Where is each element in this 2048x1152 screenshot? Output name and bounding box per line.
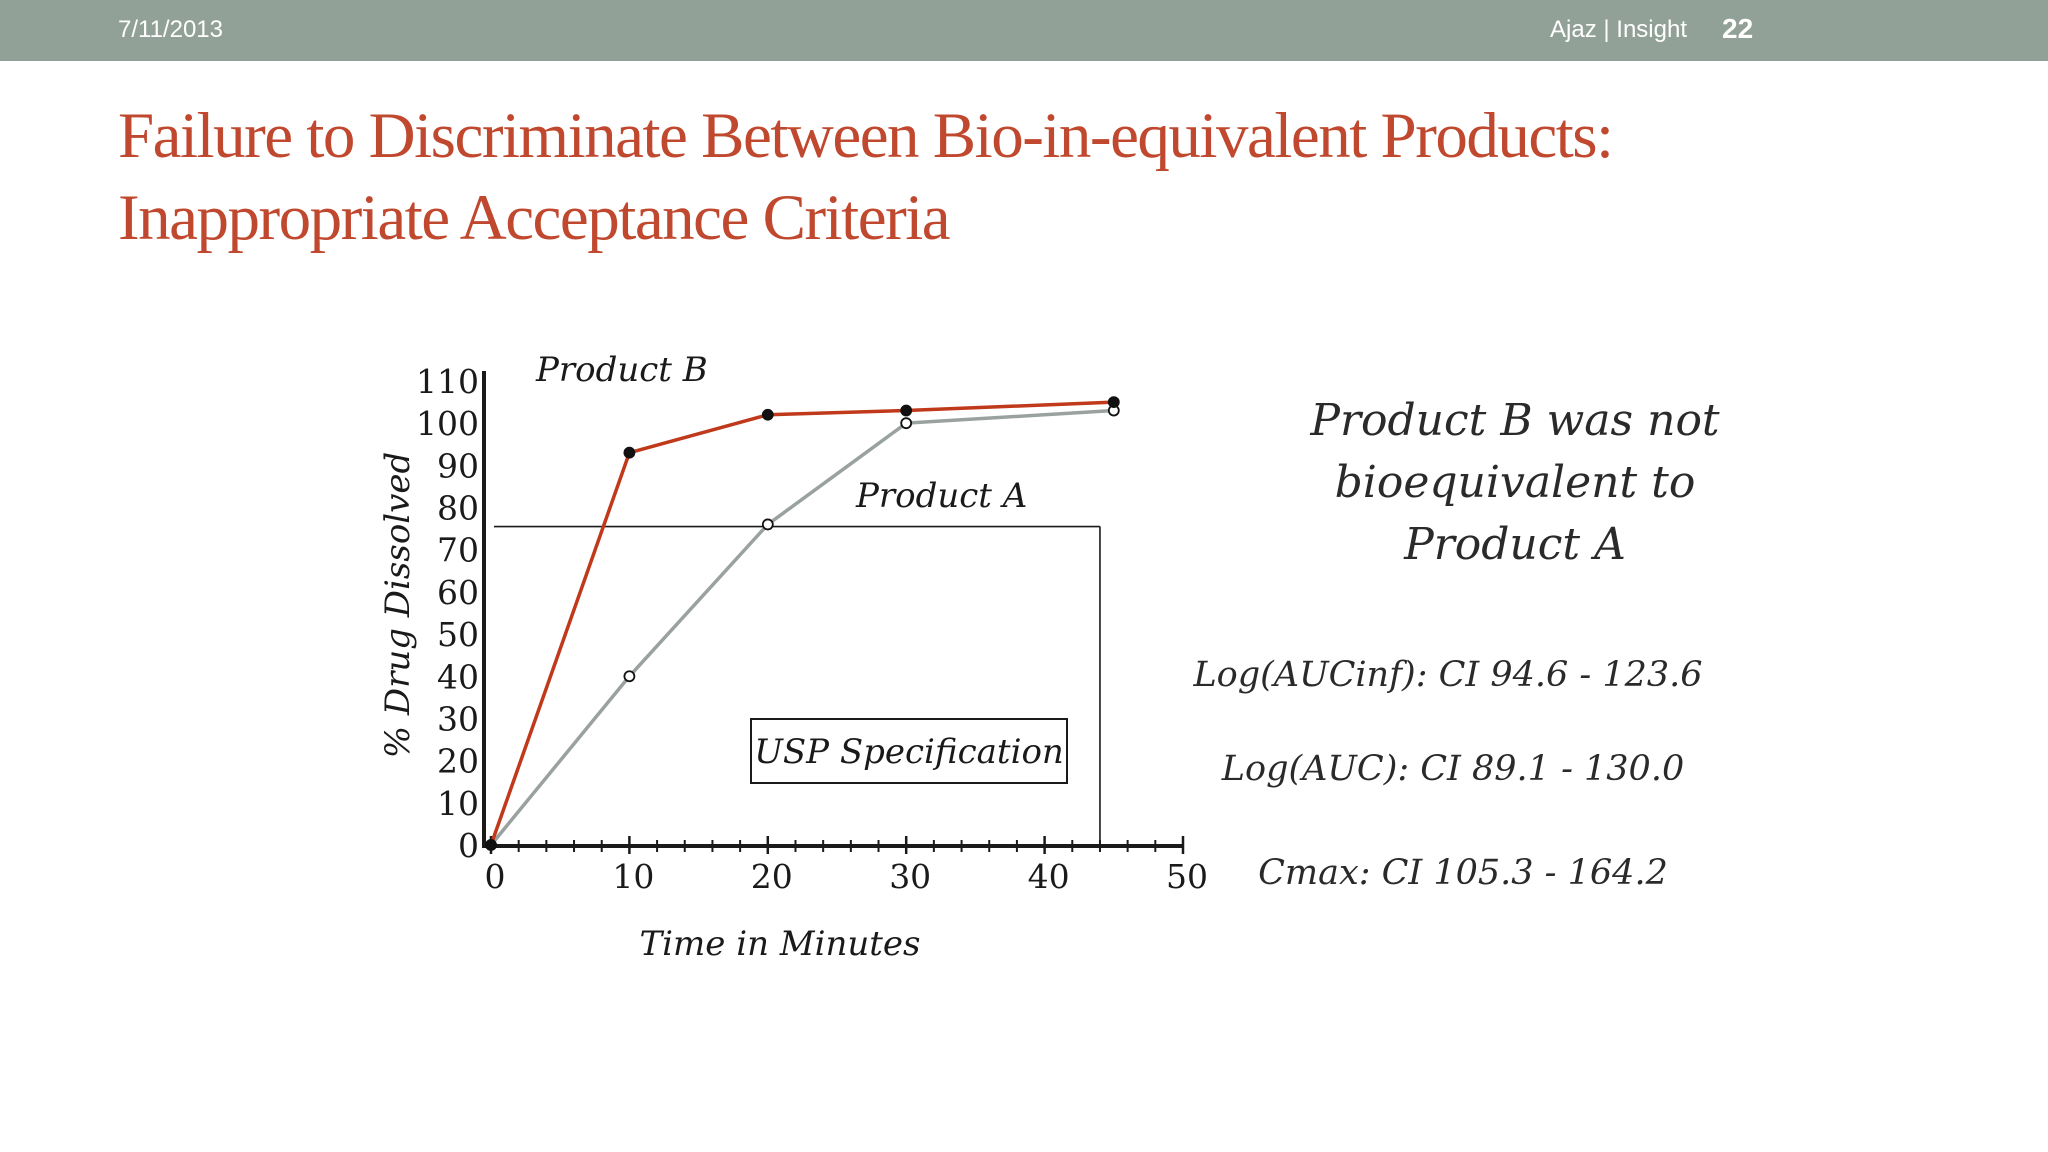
- y-tick-label: 110: [416, 362, 479, 401]
- slide-title-line-2: Inappropriate Acceptance Criteria: [118, 182, 951, 254]
- series-label-product-a: Product A: [855, 476, 1027, 516]
- slide-date: 7/11/2013: [118, 16, 223, 43]
- x-tick-label: 40: [1028, 857, 1070, 896]
- y-tick-label: 30: [437, 699, 479, 738]
- slide-title: Failure to Discriminate Between Bio-in-e…: [118, 95, 1978, 259]
- series-label-product-b: Product B: [535, 350, 708, 390]
- x-tick-label: 10: [612, 857, 654, 896]
- conclusion-line-1: Product B was not: [1310, 395, 1720, 446]
- x-tick-label: 20: [751, 857, 793, 896]
- y-tick-label: 50: [437, 615, 479, 654]
- conclusion-line-3: Product A: [1404, 519, 1626, 570]
- x-axis-minor-ticks: [517, 840, 1157, 852]
- stat-log-auc: Log(AUC): CI 89.1 - 130.0: [1221, 749, 1685, 789]
- slide-author: Ajaz | Insight: [1550, 16, 1687, 43]
- series-markers: [485, 396, 1120, 851]
- stat-cmax: Cmax: CI 105.3 - 164.2: [1258, 853, 1668, 893]
- y-tick-label: 40: [437, 657, 479, 696]
- point-product-a: [623, 670, 636, 683]
- usp-specification-box: [750, 718, 1068, 784]
- usp-specification-label: USP Specification: [754, 732, 1064, 772]
- y-tick-label: 90: [437, 446, 479, 485]
- x-tick-label: 50: [1166, 857, 1208, 896]
- slide-page-number: 22: [1722, 13, 1754, 44]
- x-tick-label: 0: [485, 857, 506, 896]
- point-product-a: [761, 518, 774, 531]
- slide-title-line-1: Failure to Discriminate Between Bio-in-e…: [118, 100, 1614, 172]
- y-axis-label: % Drug Dissolved: [378, 452, 418, 759]
- x-axis-tick-labels: 0 10 20 30 40 50: [485, 857, 1209, 896]
- x-tick-label: 30: [889, 857, 931, 896]
- conclusion-line-2: bioequivalent to: [1334, 457, 1696, 508]
- point-product-b: [1107, 396, 1120, 408]
- point-product-a: [900, 417, 913, 430]
- y-tick-label: 10: [437, 784, 479, 823]
- usp-specification-lines: [494, 525, 1101, 845]
- y-tick-label: 0: [458, 826, 479, 865]
- header-bar: 7/11/2013 Ajaz | Insight 22: [0, 0, 2048, 61]
- conclusion-text: Product B was not bioequivalent to Produ…: [1230, 390, 1800, 576]
- point-product-b: [761, 408, 774, 421]
- point-product-b: [900, 404, 913, 417]
- point-product-b: [623, 446, 636, 459]
- y-tick-label: 70: [437, 531, 479, 570]
- stat-log-aucinf: Log(AUCinf): CI 94.6 - 123.6: [1193, 655, 1703, 695]
- y-tick-label: 100: [416, 404, 479, 443]
- point-product-b: [485, 839, 497, 851]
- y-tick-label: 60: [437, 573, 479, 612]
- x-axis-label: Time in Minutes: [639, 924, 920, 964]
- y-tick-label: 80: [437, 489, 479, 528]
- y-tick-label: 20: [437, 742, 479, 781]
- x-axis-major-ticks: [489, 836, 1185, 854]
